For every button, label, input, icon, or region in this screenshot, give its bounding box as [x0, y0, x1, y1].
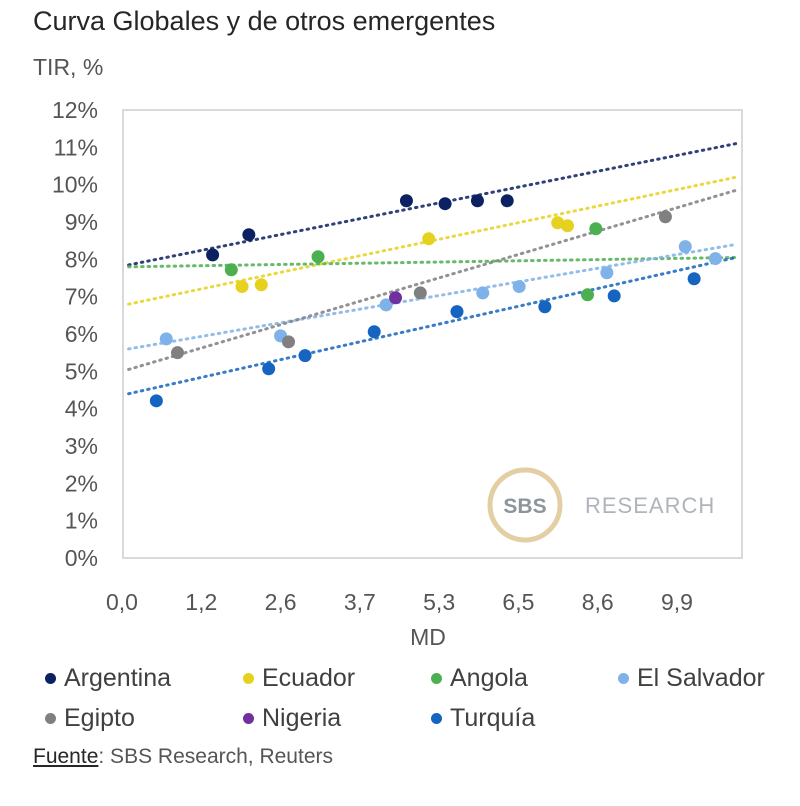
legend-label: Egipto	[64, 704, 135, 732]
scatter-chart: 0% 1% 2% 3% 4% 5% 6% 7% 8% 9% 10% 11% 12% 0,0 1,2 2,6 3…	[52, 97, 743, 650]
legend-label: Argentina	[64, 664, 172, 692]
legend-marker-icon	[431, 673, 442, 684]
trendline-argentina	[127, 142, 738, 267]
trendline-el-salvador	[127, 242, 738, 351]
legend-item-argentina: Argentina	[45, 664, 171, 693]
x-tick-label: 1,2	[185, 589, 217, 615]
legend-label: Ecuador	[262, 664, 356, 692]
data-point-angola	[311, 250, 325, 264]
legend-item-el-salvador: El Salvador	[618, 664, 765, 693]
x-tick-label: 0,0	[106, 589, 138, 615]
legend-marker-icon	[45, 673, 56, 684]
y-tick-label: 2%	[65, 470, 98, 496]
legend-marker-icon	[618, 673, 629, 684]
sbs-research-watermark: SBS RESEARCH	[487, 467, 715, 543]
x-axis-title: MD	[410, 624, 446, 650]
legend-label: Angola	[450, 664, 528, 692]
legend-item-ecuador: Ecuador	[243, 664, 355, 693]
trendline-angola	[127, 255, 738, 269]
data-point-el-salvador	[379, 298, 393, 312]
legend-item-turquia: Turquía	[431, 704, 535, 733]
legend-marker-icon	[431, 713, 442, 724]
data-point-angola	[581, 288, 595, 302]
data-point-argentina	[438, 197, 452, 211]
data-point-turqu-a	[149, 394, 163, 408]
data-point-turqu-a	[687, 272, 701, 286]
data-point-ecuador	[235, 280, 249, 294]
data-point-turqu-a	[298, 349, 312, 363]
data-point-el-salvador	[512, 280, 526, 294]
y-tick-label: 6%	[65, 321, 98, 347]
watermark-badge-ring	[487, 467, 563, 543]
y-axis-ticks: 0% 1% 2% 3% 4% 5% 6% 7% 8% 9% 10% 11% 12%	[52, 97, 98, 571]
data-point-ecuador	[254, 278, 268, 292]
legend-marker-icon	[243, 713, 254, 724]
data-points	[149, 194, 722, 408]
data-point-ecuador	[551, 216, 565, 230]
data-point-argentina	[500, 194, 514, 208]
watermark-text: RESEARCH	[585, 493, 715, 518]
legend-label: El Salvador	[637, 664, 765, 692]
data-point-egipto	[413, 286, 427, 300]
data-point-egipto	[658, 210, 672, 224]
y-tick-label: 12%	[52, 97, 98, 123]
y-tick-label: 10%	[52, 172, 98, 198]
legend-item-nigeria: Nigeria	[243, 704, 341, 733]
legend-item-angola: Angola	[431, 664, 528, 693]
source-note: Fuente: SBS Research, Reuters	[33, 745, 333, 769]
data-point-turqu-a	[262, 362, 276, 376]
legend-label: Nigeria	[262, 704, 342, 732]
legend-label: Turquía	[450, 704, 536, 732]
data-point-egipto	[171, 346, 184, 360]
data-point-egipto	[282, 335, 295, 349]
data-point-ecuador	[422, 232, 436, 246]
y-tick-label: 3%	[65, 433, 98, 459]
data-point-angola	[224, 263, 238, 277]
data-point-ecuador	[561, 219, 575, 233]
data-point-turqu-a	[450, 305, 464, 319]
source-text: : SBS Research, Reuters	[98, 745, 333, 768]
y-tick-label: 11%	[54, 134, 98, 160]
x-axis-ticks: 0,0 1,2 2,6 3,7 5,3 6,5 8,6 9,9	[106, 589, 693, 615]
data-point-argentina	[206, 248, 220, 262]
x-tick-label: 9,9	[661, 589, 693, 615]
y-tick-label: 0%	[65, 545, 98, 571]
data-point-turqu-a	[538, 300, 552, 314]
y-tick-label: 9%	[65, 209, 98, 235]
legend-marker-icon	[243, 673, 254, 684]
trendline-turqu-a	[127, 255, 738, 396]
y-tick-label: 4%	[65, 396, 98, 422]
x-tick-label: 8,6	[582, 589, 614, 615]
legend-item-egipto: Egipto	[45, 704, 135, 733]
legend-marker-icon	[45, 713, 56, 724]
watermark-badge-text: SBS	[503, 495, 546, 518]
source-label: Fuente	[33, 745, 99, 768]
data-point-angola	[589, 222, 603, 236]
x-tick-label: 3,7	[344, 589, 376, 615]
data-point-nigeria	[389, 291, 403, 305]
data-point-el-salvador	[476, 286, 490, 300]
data-point-argentina	[242, 228, 256, 242]
chart-title: Curva Globales y de otros emergentes	[33, 6, 496, 36]
y-tick-label: 5%	[65, 358, 98, 384]
data-point-turqu-a	[607, 289, 621, 303]
x-tick-label: 2,6	[265, 589, 297, 615]
y-tick-label: 7%	[65, 284, 98, 310]
data-point-el-salvador	[159, 332, 173, 346]
data-point-el-salvador	[708, 252, 722, 266]
trendline-egipto	[127, 188, 738, 371]
data-point-el-salvador	[600, 266, 614, 280]
data-point-argentina	[470, 194, 484, 208]
y-tick-label: 1%	[65, 508, 98, 534]
trendlines	[127, 142, 738, 396]
x-tick-label: 6,5	[502, 589, 534, 615]
data-point-turqu-a	[367, 325, 381, 339]
y-axis-unit-label: TIR, %	[33, 54, 104, 80]
trendline-ecuador	[127, 175, 738, 306]
x-tick-label: 5,3	[423, 589, 455, 615]
data-point-argentina	[399, 194, 413, 208]
plot-area	[122, 109, 743, 559]
y-tick-label: 8%	[65, 246, 98, 272]
data-point-el-salvador	[678, 240, 692, 254]
